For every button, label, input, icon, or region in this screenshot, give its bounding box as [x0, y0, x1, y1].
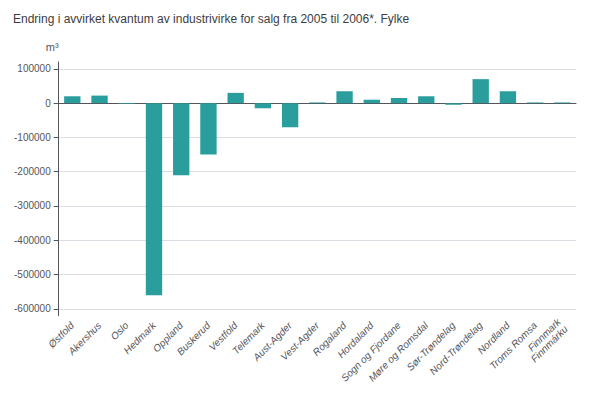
svg-text:Finnmark: Finnmark: [525, 316, 563, 354]
svg-text:Troms Romsa: Troms Romsa: [487, 319, 539, 372]
svg-text:Oppland: Oppland: [150, 319, 186, 355]
svg-text:Rogaland: Rogaland: [310, 319, 349, 358]
svg-text:-400000: -400000: [14, 235, 51, 246]
svg-text:-100000: -100000: [14, 132, 51, 143]
svg-text:Aust-Agder: Aust-Agder: [250, 319, 294, 363]
svg-text:Hordaland: Hordaland: [335, 319, 376, 361]
svg-text:Vest-Agder: Vest-Agder: [278, 319, 322, 363]
svg-text:-500000: -500000: [14, 269, 51, 280]
svg-text:Finnmárku: Finnmárku: [529, 323, 570, 364]
svg-text:m³: m³: [46, 41, 59, 53]
svg-text:Sør-Trøndelag: Sør-Trøndelag: [404, 319, 458, 373]
svg-text:Østfold: Østfold: [46, 319, 77, 350]
svg-text:Nord-Trøndelag: Nord-Trøndelag: [427, 319, 485, 377]
svg-text:Telemark: Telemark: [230, 319, 267, 357]
svg-text:Buskerud: Buskerud: [175, 320, 213, 358]
svg-text:100000: 100000: [17, 63, 51, 74]
svg-text:0: 0: [45, 98, 51, 109]
svg-text:Møre og Romsdal: Møre og Romsdal: [366, 319, 431, 384]
svg-text:Endring i avvirket kvantum av: Endring i avvirket kvantum av industrivi…: [13, 12, 410, 26]
svg-text:-200000: -200000: [14, 166, 51, 177]
svg-text:Vestfold: Vestfold: [206, 319, 240, 353]
svg-text:Hedmark: Hedmark: [121, 319, 158, 356]
svg-text:-600000: -600000: [14, 303, 51, 314]
svg-text:Akershus: Akershus: [66, 320, 104, 358]
svg-text:-300000: -300000: [14, 200, 51, 211]
svg-text:Oslo: Oslo: [108, 320, 131, 343]
svg-text:Sogn og Fjordane: Sogn og Fjordane: [339, 319, 403, 384]
svg-text:Nordland: Nordland: [475, 319, 512, 357]
